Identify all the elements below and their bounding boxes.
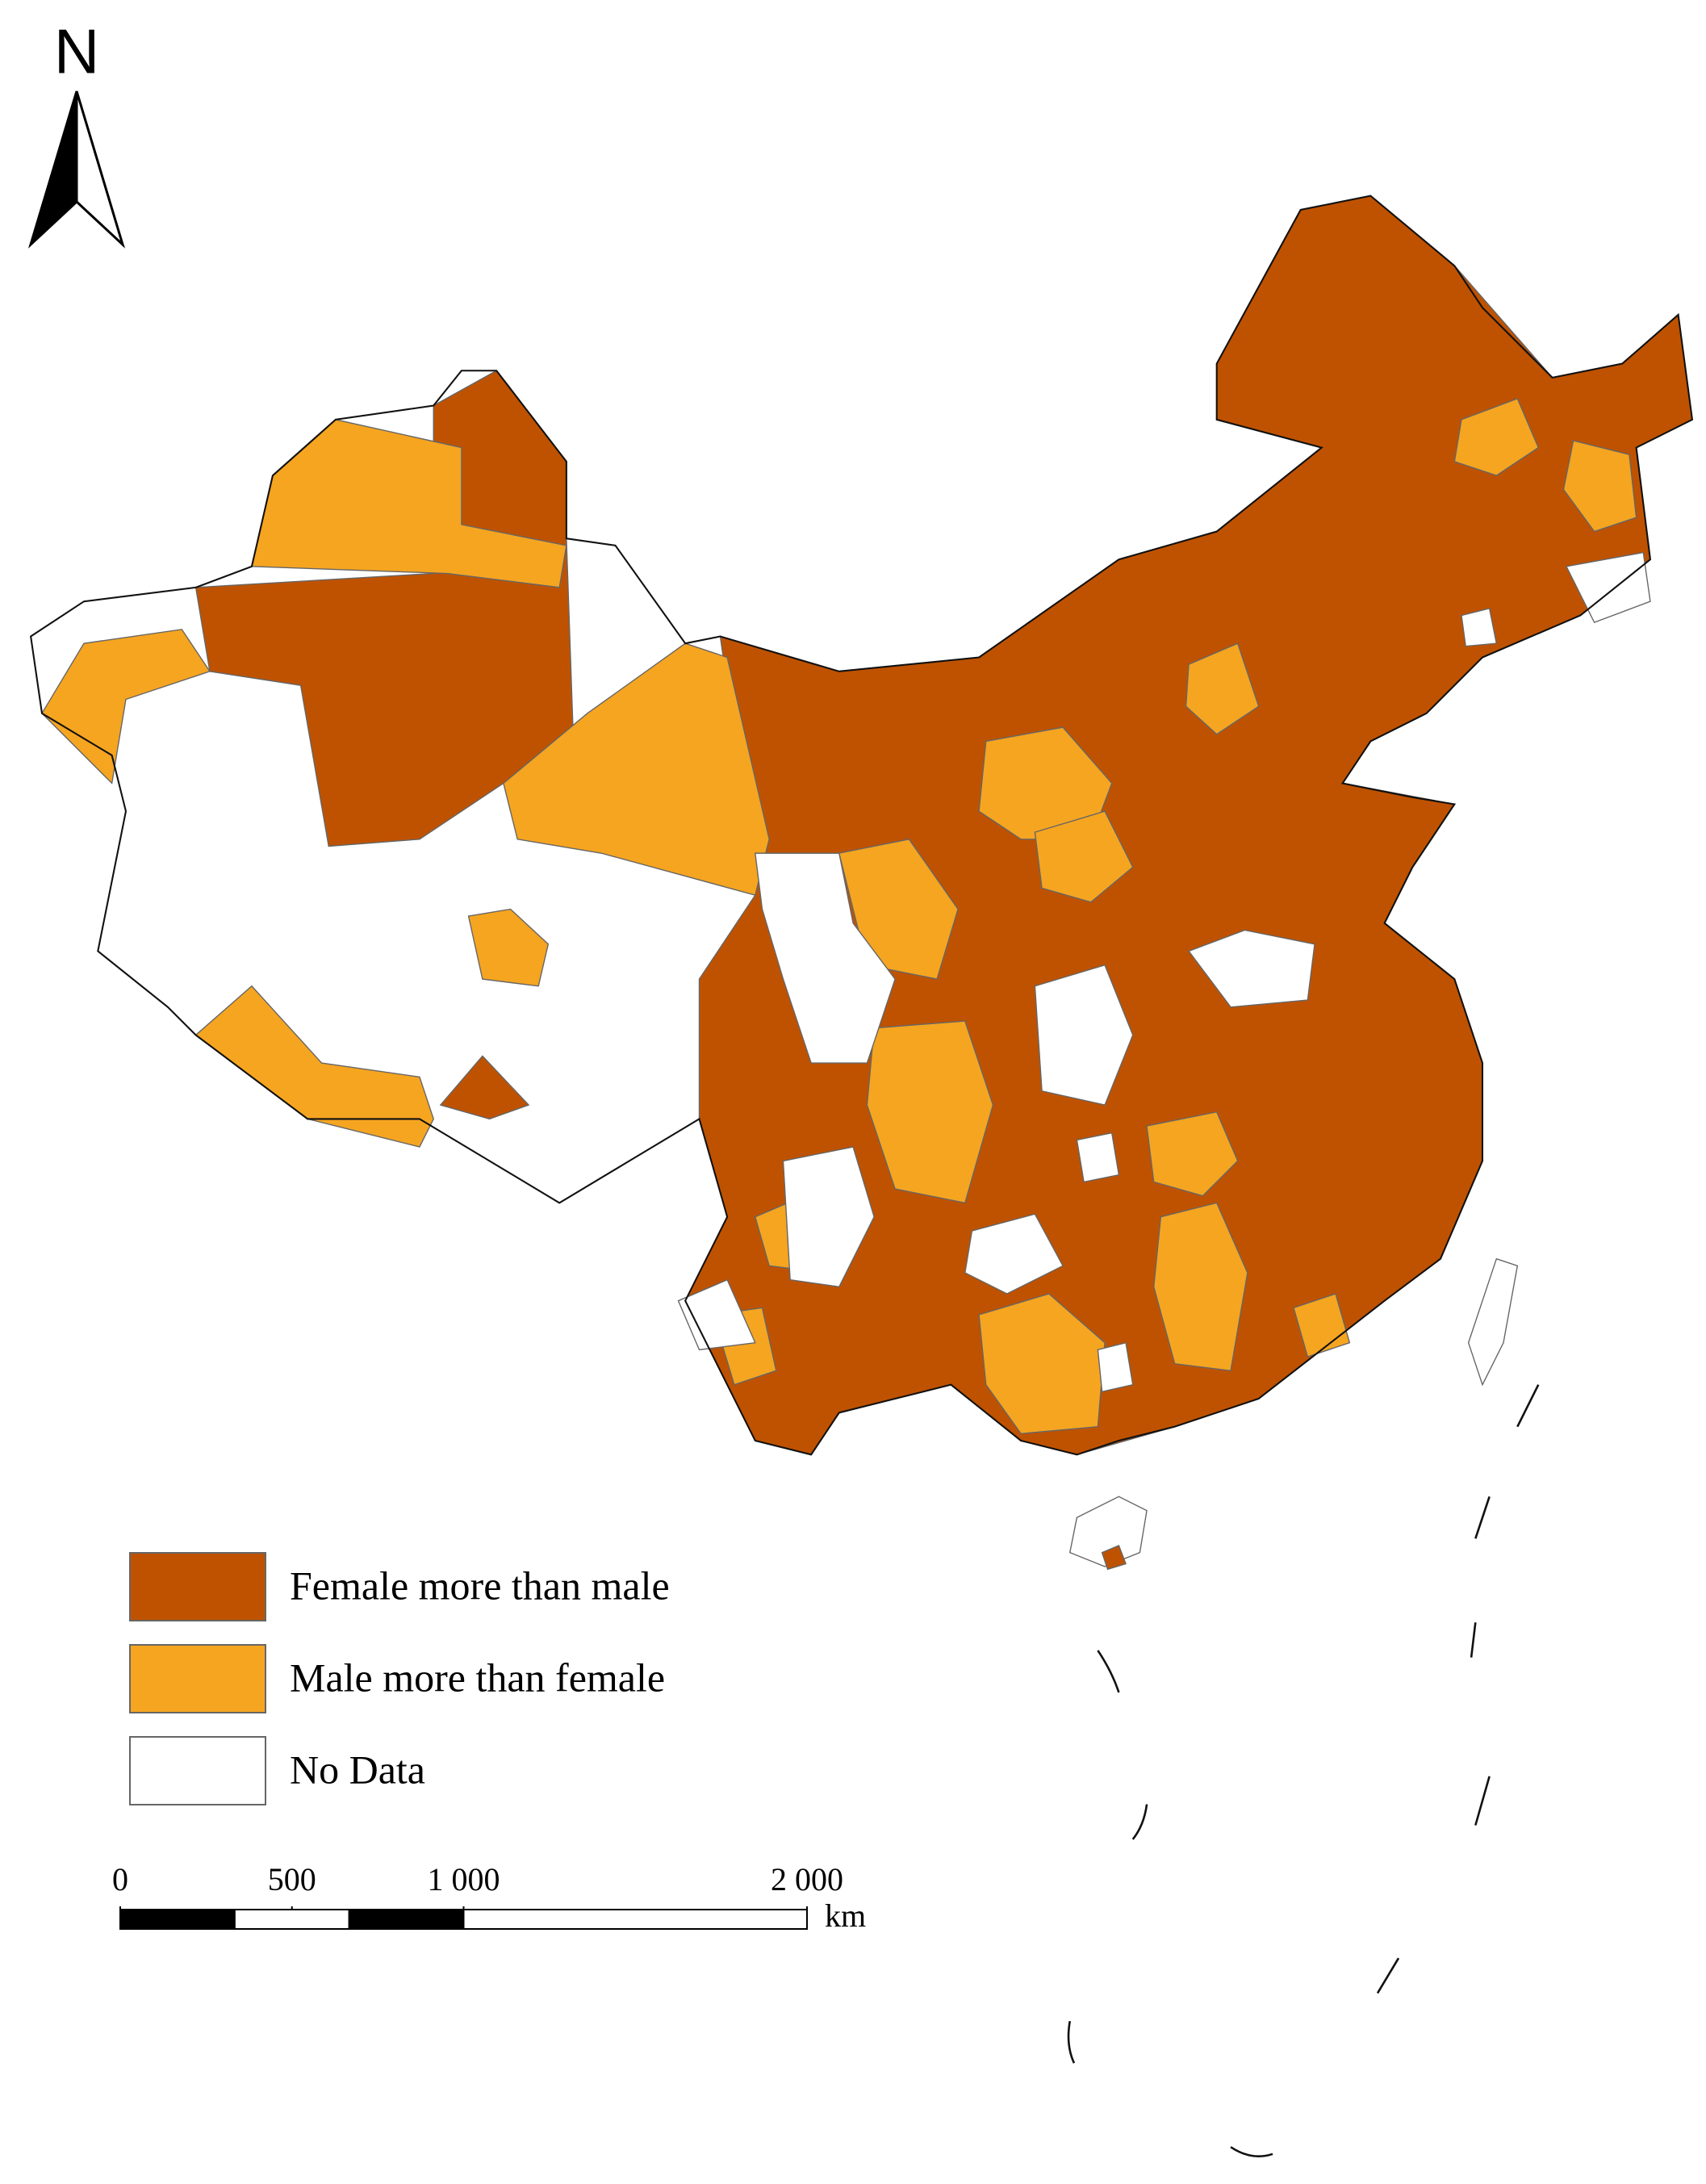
region bbox=[41, 629, 211, 784]
region bbox=[978, 1293, 1106, 1435]
north-arrow-right bbox=[75, 90, 126, 249]
north-arrow: N bbox=[27, 16, 126, 249]
region bbox=[1034, 810, 1134, 903]
region bbox=[755, 852, 896, 1064]
legend-swatch bbox=[129, 1644, 266, 1713]
north-arrow-left bbox=[27, 90, 78, 249]
region bbox=[194, 985, 434, 1148]
region bbox=[964, 1213, 1064, 1295]
region bbox=[677, 1278, 756, 1351]
south-sea-marks bbox=[1067, 1384, 1540, 2157]
region bbox=[1153, 1202, 1248, 1372]
region bbox=[1187, 929, 1315, 1008]
map bbox=[30, 195, 1694, 2157]
region bbox=[1185, 642, 1260, 735]
taiwan bbox=[1467, 1257, 1519, 1387]
region bbox=[467, 908, 550, 987]
region bbox=[1034, 964, 1134, 1106]
region bbox=[1562, 440, 1637, 533]
legend-label: Male more than female bbox=[290, 1655, 665, 1700]
country-outline bbox=[30, 195, 1694, 1456]
legend-swatch bbox=[129, 1552, 266, 1621]
region bbox=[439, 1055, 530, 1120]
legend-swatch bbox=[129, 1736, 266, 1805]
scale-segment bbox=[348, 1909, 465, 1930]
region bbox=[503, 642, 770, 896]
scale-unit: km bbox=[825, 1897, 866, 1934]
region bbox=[1453, 398, 1540, 476]
region bbox=[1565, 551, 1651, 624]
scale-segment bbox=[119, 1909, 236, 1930]
scale-tick-label: 0 bbox=[112, 1861, 128, 1897]
hainan-region bbox=[1101, 1545, 1127, 1571]
legend-label: Female more than male bbox=[290, 1563, 670, 1608]
legend-label: No Data bbox=[290, 1747, 425, 1792]
region bbox=[1146, 1111, 1239, 1197]
scale-tick-label: 500 bbox=[268, 1861, 316, 1897]
legend: Female more than male Male more than fema… bbox=[129, 1552, 670, 1805]
scale-segment bbox=[462, 1909, 808, 1930]
scale-tick-label: 1 000 bbox=[428, 1861, 500, 1897]
region bbox=[866, 1020, 994, 1204]
north-label: N bbox=[54, 16, 99, 87]
hainan bbox=[1068, 1496, 1148, 1567]
region bbox=[782, 1146, 875, 1288]
region bbox=[1461, 608, 1498, 647]
scale-segment bbox=[233, 1909, 350, 1930]
region bbox=[1076, 1132, 1120, 1183]
scale-tick-label: 2 000 bbox=[771, 1861, 843, 1897]
region bbox=[1293, 1293, 1351, 1358]
region bbox=[1097, 1341, 1134, 1393]
